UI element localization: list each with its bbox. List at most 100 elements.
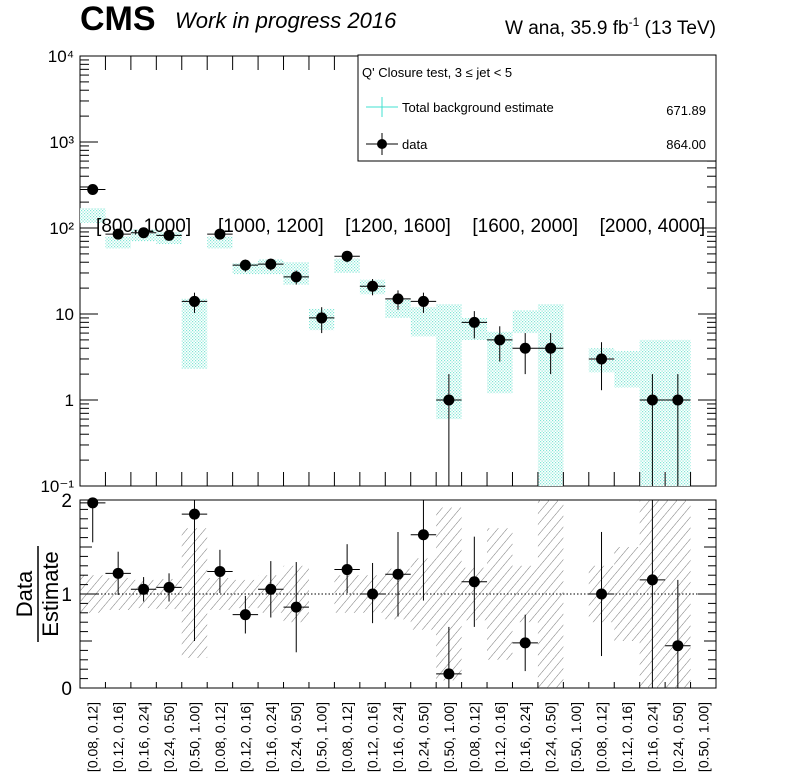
x-tick-label-10: [0.08, 0.12] (339, 702, 355, 772)
main-ytick-label: 10³ (49, 133, 74, 152)
ratio-ytick-label: 0 (61, 679, 72, 700)
x-tick-label-2: [0.16, 0.24] (136, 702, 152, 772)
data-point-4 (181, 292, 208, 313)
ratio-point-6 (232, 595, 259, 634)
x-tick-label-20: [0.08, 0.12] (594, 702, 610, 772)
ratio-point-3 (156, 573, 182, 602)
x-tick-label-17: [0.16, 0.24] (517, 702, 533, 772)
data-point-14 (436, 374, 462, 486)
ratio-ytick-label: 1 (61, 585, 72, 606)
ratio-point-1 (105, 551, 131, 595)
data-point-6 (232, 259, 259, 272)
work-in-progress-label: Work in progress 2016 (175, 8, 397, 33)
x-tick-label-13: [0.24, 0.50] (415, 702, 431, 772)
cms-label: CMS (80, 0, 156, 38)
data-point-0 (80, 184, 106, 196)
legend-background-total: 671.89 (666, 103, 706, 118)
data-point-2 (130, 227, 157, 239)
data-point-18 (537, 333, 564, 375)
x-tick-label-6: [0.12, 0.16] (237, 702, 253, 772)
data-point-5 (207, 228, 233, 240)
ratio-point-7 (258, 561, 284, 618)
ratio-point-11 (359, 562, 386, 624)
ratio-point-23 (665, 579, 691, 688)
bkg-band-17 (512, 310, 538, 334)
bkg-band-1 (105, 236, 131, 249)
main-y-ticks: 10⁻¹ 1 10 10² 10³ 10⁴ (40, 47, 716, 496)
lumi-label: W ana, 35.9 fb-1 (13 TeV) (505, 15, 716, 39)
bkg-band-10 (334, 258, 360, 273)
ratio-y-axis-label: Data Estimate (12, 546, 63, 642)
x-tick-label-16: [0.12, 0.16] (492, 702, 508, 772)
x-tick-label-1: [0.12, 0.16] (110, 702, 126, 772)
lumi-suffix: (13 TeV) (639, 18, 716, 39)
data-point-9 (308, 307, 335, 334)
ratio-point-4 (181, 500, 208, 641)
x-tick-label-8: [0.24, 0.50] (288, 702, 304, 772)
ratio-ylabel-numerator: Data (12, 570, 37, 617)
legend-data-total: 864.00 (666, 137, 706, 152)
ratio-data-points (80, 497, 691, 688)
ratio-point-10 (334, 544, 360, 594)
mass-group-label-4: [2000, 4000] (600, 216, 706, 237)
data-point-20 (588, 342, 615, 391)
ratio-point-12 (385, 531, 411, 617)
ratio-point-2 (130, 577, 157, 602)
x-tick-label-24: [0.50, 1.00] (695, 702, 711, 772)
data-point-17 (512, 333, 538, 375)
lumi-sup: -1 (629, 15, 640, 29)
data-point-16 (487, 326, 513, 362)
mass-group-label-2: [1200, 1600] (345, 216, 451, 237)
data-point-23 (665, 374, 691, 486)
ratio-point-17 (512, 614, 538, 672)
legend-box (357, 54, 717, 162)
legend-data-label: data (402, 137, 428, 152)
x-tick-label-23: [0.24, 0.50] (670, 702, 686, 772)
main-ytick-label: 10⁻¹ (40, 477, 74, 496)
ratio-panel: 0 1 2 [0.08, 0.12] [0.12, 0.16] [0.16, 0.24]… (61, 491, 717, 772)
x-tick-label-21: [0.12, 0.16] (619, 702, 635, 772)
legend-background-label: Total background estimate (402, 100, 554, 115)
x-tick-label-9: [0.50, 1.00] (314, 702, 330, 772)
main-ytick-label: 10² (49, 219, 74, 238)
mass-group-label-1: [1000, 1200] (218, 216, 324, 237)
x-tick-label-14: [0.50, 1.00] (441, 702, 457, 772)
bkg-band-21 (614, 351, 640, 388)
ratio-point-20 (588, 531, 615, 657)
main-bands (80, 208, 691, 486)
data-point-10 (334, 250, 360, 263)
ratio-point-22 (639, 500, 666, 688)
legend: Q' Closure test, 3 ≤ jet < 5 Total backg… (357, 54, 717, 162)
ratio-point-0 (80, 497, 106, 543)
mass-group-labels: [800, 1000] [1000, 1200] [1200, 1600] [1600… (96, 216, 705, 237)
data-point-13 (410, 292, 437, 313)
ratio-point-8 (283, 562, 309, 653)
main-ytick-label: 10 (55, 305, 74, 324)
x-tick-label-7: [0.16, 0.24] (263, 702, 279, 772)
ratio-point-14 (436, 626, 462, 688)
x-tick-label-0: [0.08, 0.12] (85, 702, 101, 772)
lumi-prefix: W ana, 35.9 fb (505, 18, 629, 39)
ratio-ylabel-denominator: Estimate (38, 551, 63, 637)
main-data-points (80, 184, 691, 486)
data-point-22 (639, 374, 666, 486)
x-tick-label-4: [0.50, 1.00] (186, 702, 202, 772)
x-tick-label-5: [0.08, 0.12] (212, 702, 228, 772)
data-point-8 (283, 270, 309, 285)
main-ytick-label: 1 (65, 391, 74, 410)
ratio-point-15 (461, 536, 488, 627)
data-point-7 (258, 258, 284, 271)
x-tick-labels: [0.08, 0.12] [0.12, 0.16] [0.16, 0.24] [0.2… (85, 702, 712, 772)
x-tick-label-19: [0.50, 1.00] (568, 702, 584, 772)
data-point-1 (105, 228, 131, 240)
x-tick-label-15: [0.08, 0.12] (466, 702, 482, 772)
x-tick-label-22: [0.16, 0.24] (644, 702, 660, 772)
mass-group-label-3: [1600, 2000] (472, 216, 578, 237)
data-point-3 (156, 229, 182, 241)
x-tick-label-3: [0.24, 0.50] (161, 702, 177, 772)
main-ytick-label: 10⁴ (48, 47, 74, 66)
bkg-band-0 (80, 208, 106, 223)
bkg-band-18 (537, 304, 564, 486)
